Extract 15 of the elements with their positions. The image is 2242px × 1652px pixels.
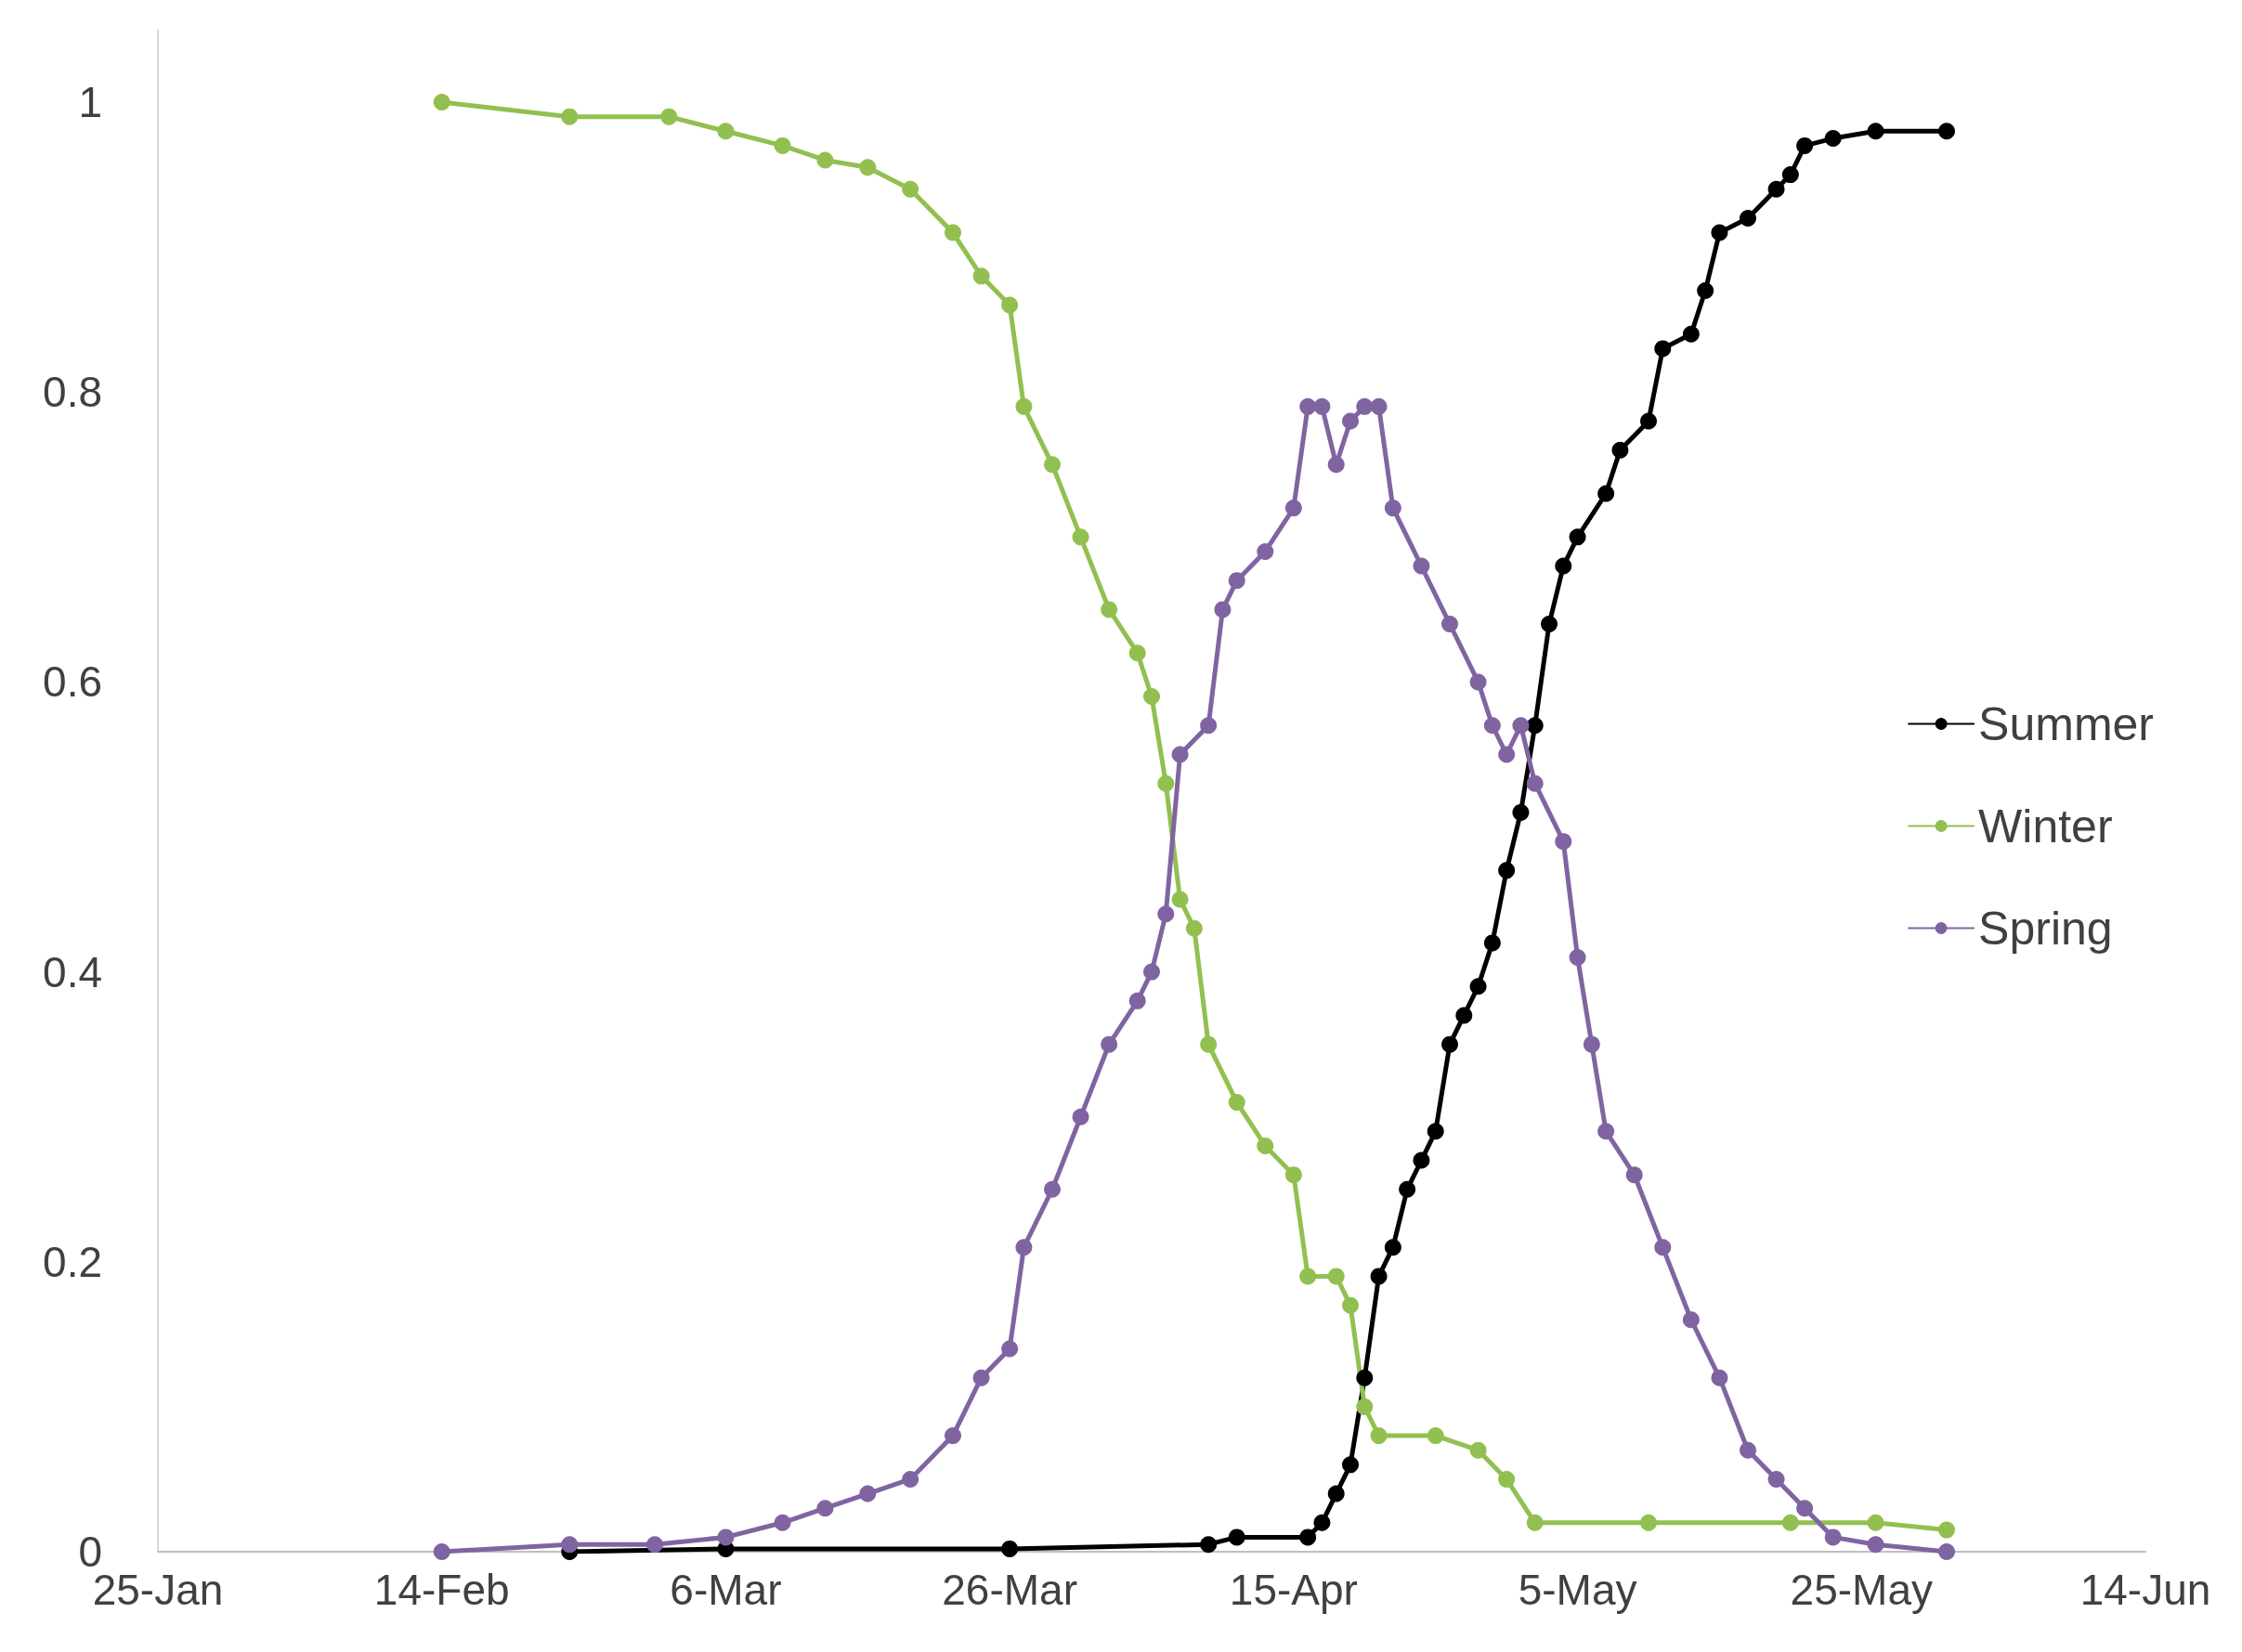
y-tick-label: 0.4	[43, 947, 102, 996]
x-tick-label: 25-May	[1790, 1566, 1933, 1614]
legend-label: Winter	[1978, 800, 2113, 852]
y-tick-label: 0.2	[43, 1237, 102, 1286]
y-tick-label: 0.6	[43, 657, 102, 707]
x-tick-label: 6-Mar	[670, 1566, 782, 1614]
x-tick-label: 15-Apr	[1229, 1566, 1358, 1614]
x-tick-label: 14-Feb	[373, 1566, 510, 1614]
legend-label: Spring	[1978, 902, 2113, 955]
x-tick-label: 5-May	[1518, 1566, 1637, 1614]
x-tick-label: 26-Mar	[942, 1566, 1077, 1614]
legend-label: Summer	[1978, 697, 2155, 750]
x-tick-label: 14-Jun	[2079, 1566, 2211, 1614]
y-tick-label: 1	[78, 78, 102, 127]
y-tick-label: 0.8	[43, 368, 102, 417]
